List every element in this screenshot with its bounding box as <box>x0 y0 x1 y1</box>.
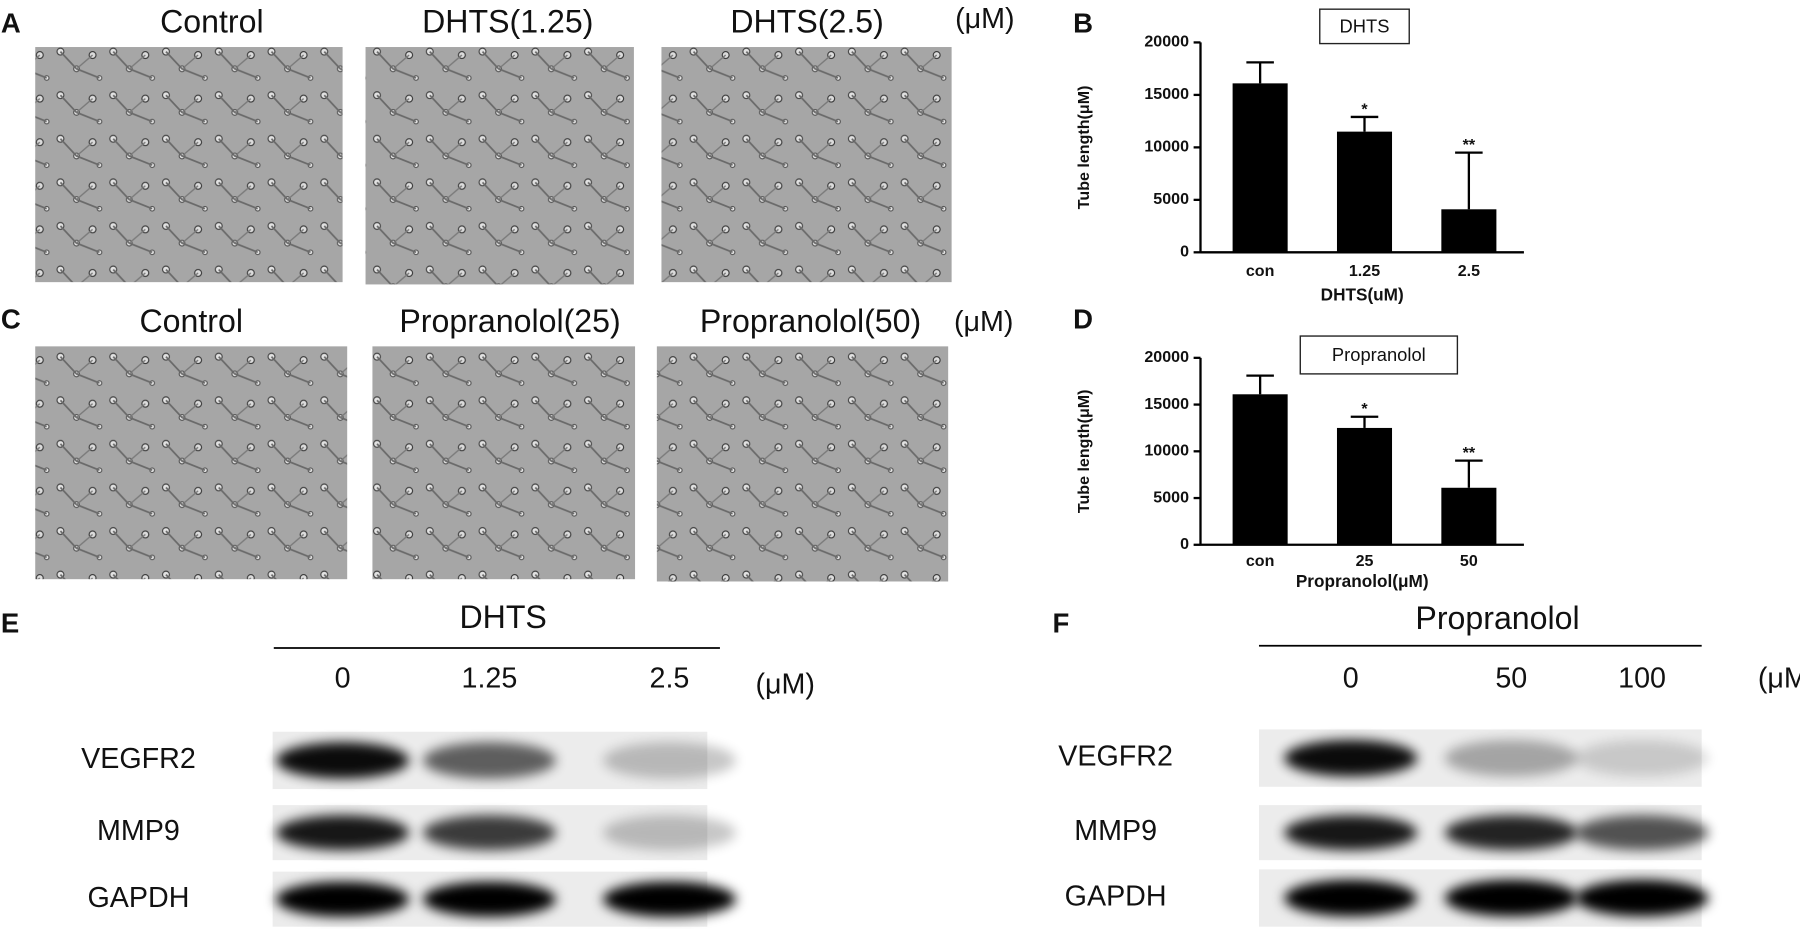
unit-label: (μM) <box>1758 663 1800 695</box>
micrograph <box>35 47 343 283</box>
y-tick-label: 0 <box>1180 243 1189 261</box>
condition-label: Control <box>139 303 243 339</box>
x-tick-label: 25 <box>1356 552 1374 570</box>
y-tick-label: 20000 <box>1144 348 1189 366</box>
chart-title: DHTS <box>1340 15 1390 36</box>
dose-label: 1.25 <box>462 663 518 695</box>
blot-band <box>422 881 556 917</box>
micrograph <box>365 47 634 285</box>
bar <box>1336 427 1393 545</box>
title-box <box>1319 8 1410 45</box>
panel-letter: C <box>1 303 21 334</box>
panel-letter: E <box>1 607 19 638</box>
panel-letter: F <box>1053 607 1070 638</box>
significance-label: * <box>1361 400 1368 418</box>
y-tick-label: 5000 <box>1153 488 1189 506</box>
y-tick-label: 15000 <box>1144 395 1189 413</box>
significance-label: * <box>1361 100 1368 118</box>
blot-band <box>1444 879 1578 917</box>
micrograph <box>372 346 636 580</box>
y-axis-label: Tube length(μM) <box>1075 390 1093 514</box>
blot-band <box>1575 739 1709 777</box>
y-axis-label: Tube length(μM) <box>1075 86 1093 210</box>
micrograph <box>656 346 949 582</box>
protein-label: GAPDH <box>1065 881 1167 913</box>
blot-band <box>1444 815 1578 851</box>
unit-label: (μM) <box>755 668 814 700</box>
blot-band <box>602 815 736 851</box>
protein-label: MMP9 <box>97 815 180 847</box>
blot-band <box>602 742 736 779</box>
blot-band <box>1284 879 1418 917</box>
y-tick-label: 0 <box>1180 535 1189 553</box>
dose-label: 100 <box>1618 663 1666 695</box>
y-tick-label: 20000 <box>1144 33 1189 51</box>
title-box <box>1299 335 1459 375</box>
x-tick-label: con <box>1246 552 1275 570</box>
dose-label: 0 <box>1343 663 1359 695</box>
blot-band <box>602 881 736 917</box>
blot-band <box>1284 815 1418 851</box>
dose-label: 50 <box>1495 663 1527 695</box>
y-tick-label: 15000 <box>1144 85 1189 103</box>
x-tick-label: 1.25 <box>1349 262 1380 280</box>
bar <box>1336 131 1393 253</box>
significance-label: ** <box>1463 444 1476 462</box>
blot-band <box>276 742 410 779</box>
condition-label: DHTS(2.5) <box>730 4 883 40</box>
chart-title: Propranolol <box>1332 344 1426 365</box>
panel-letter: A <box>1 7 21 38</box>
x-tick-label: 50 <box>1460 552 1478 570</box>
protein-label: GAPDH <box>87 882 189 914</box>
bar <box>1441 209 1497 253</box>
protein-label: VEGFR2 <box>81 743 196 775</box>
unit-label: (μM) <box>954 306 1013 338</box>
panel-letter: D <box>1073 303 1093 334</box>
blot-band <box>1444 739 1578 777</box>
blot-band <box>422 815 556 851</box>
blot-band <box>276 815 410 851</box>
blot-band <box>1284 739 1418 777</box>
micrograph <box>661 47 952 283</box>
treatment-label: DHTS <box>459 599 546 635</box>
bar <box>1232 83 1288 253</box>
y-tick-label: 10000 <box>1144 442 1189 460</box>
x-tick-label: con <box>1246 262 1275 280</box>
x-axis-label: DHTS(uM) <box>1321 284 1404 304</box>
bar <box>1232 394 1288 545</box>
dose-label: 0 <box>335 663 351 695</box>
micrograph <box>35 346 348 580</box>
panel-letter: B <box>1073 7 1093 38</box>
protein-label: MMP9 <box>1074 815 1157 847</box>
x-tick-label: 2.5 <box>1458 262 1480 280</box>
dose-label: 2.5 <box>650 663 690 695</box>
y-tick-label: 5000 <box>1153 190 1189 208</box>
protein-label: VEGFR2 <box>1058 741 1173 773</box>
y-tick-label: 10000 <box>1144 138 1189 156</box>
blot-band <box>276 881 410 917</box>
condition-label: Control <box>160 4 264 40</box>
blot-band <box>1575 879 1709 917</box>
bar <box>1441 487 1497 545</box>
treatment-label: Propranolol <box>1415 600 1579 636</box>
condition-label: Propranolol(25) <box>399 303 620 339</box>
x-axis-label: Propranolol(μM) <box>1296 571 1429 591</box>
blot-band <box>1575 815 1709 851</box>
blot-band <box>422 742 556 779</box>
unit-label: (μM) <box>955 3 1014 35</box>
condition-label: DHTS(1.25) <box>422 4 593 40</box>
significance-label: ** <box>1463 136 1476 154</box>
condition-label: Propranolol(50) <box>700 303 921 339</box>
